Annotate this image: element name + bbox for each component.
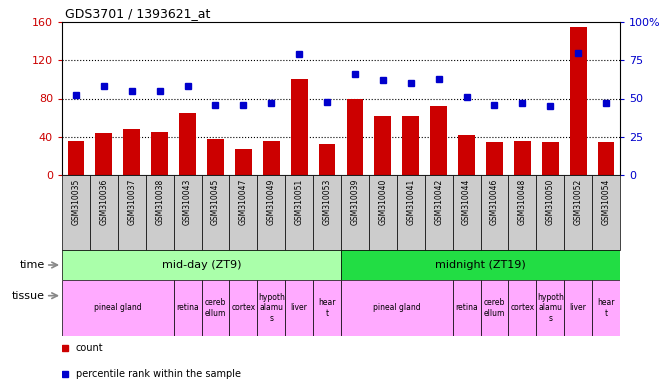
Bar (537, 175, 564, 250)
Text: pineal gland: pineal gland (373, 303, 420, 313)
Bar (151, 132, 168, 175)
Text: hypoth
alamu
s: hypoth alamu s (258, 293, 284, 323)
Bar (341, 250, 620, 280)
Bar (564, 280, 592, 336)
Bar (424, 175, 453, 250)
Text: GSM310040: GSM310040 (378, 179, 387, 225)
Bar (598, 142, 614, 175)
Text: liver: liver (570, 303, 587, 313)
Bar (90, 175, 117, 250)
Bar (486, 142, 503, 175)
Bar (123, 129, 140, 175)
Text: pineal gland: pineal gland (94, 303, 142, 313)
Text: tissue: tissue (12, 291, 45, 301)
Text: GSM310050: GSM310050 (546, 179, 555, 225)
Text: GSM310045: GSM310045 (211, 179, 220, 225)
Text: retina: retina (455, 303, 478, 313)
Text: GSM310047: GSM310047 (239, 179, 248, 225)
Bar (592, 280, 620, 336)
Bar (564, 175, 592, 250)
Bar (67, 141, 84, 175)
Text: GSM310054: GSM310054 (601, 179, 610, 225)
Text: GSM310042: GSM310042 (434, 179, 443, 225)
Bar (235, 149, 251, 175)
Bar (453, 175, 480, 250)
Bar (430, 106, 447, 175)
Bar (201, 280, 230, 336)
Text: GSM310046: GSM310046 (490, 179, 499, 225)
Text: GDS3701 / 1393621_at: GDS3701 / 1393621_at (65, 7, 211, 20)
Bar (458, 135, 475, 175)
Text: GSM310052: GSM310052 (574, 179, 583, 225)
Bar (230, 280, 257, 336)
Text: cereb
ellum: cereb ellum (484, 298, 505, 318)
Text: GSM310035: GSM310035 (71, 179, 81, 225)
Text: hear
t: hear t (597, 298, 615, 318)
Bar (313, 175, 341, 250)
Bar (480, 280, 508, 336)
Text: GSM310036: GSM310036 (100, 179, 108, 225)
Bar (508, 280, 537, 336)
Text: GSM310041: GSM310041 (407, 179, 415, 225)
Bar (514, 141, 531, 175)
Text: GSM310051: GSM310051 (294, 179, 304, 225)
Bar (146, 175, 174, 250)
Text: GSM310043: GSM310043 (183, 179, 192, 225)
Bar (62, 280, 174, 336)
Bar (374, 116, 391, 175)
Text: percentile rank within the sample: percentile rank within the sample (76, 369, 241, 379)
Bar (117, 175, 146, 250)
Bar (174, 175, 201, 250)
Bar (230, 175, 257, 250)
Bar (508, 175, 537, 250)
Text: hear
t: hear t (318, 298, 336, 318)
Bar (592, 175, 620, 250)
Bar (403, 116, 419, 175)
Text: mid-day (ZT9): mid-day (ZT9) (162, 260, 242, 270)
Bar (257, 175, 285, 250)
Bar (285, 175, 313, 250)
Text: midnight (ZT19): midnight (ZT19) (435, 260, 526, 270)
Bar (341, 175, 369, 250)
Text: GSM310037: GSM310037 (127, 179, 136, 225)
Text: GSM310053: GSM310053 (323, 179, 331, 225)
Bar (480, 175, 508, 250)
Bar (397, 175, 424, 250)
Bar (453, 280, 480, 336)
Bar (62, 250, 341, 280)
Text: GSM310048: GSM310048 (518, 179, 527, 225)
Bar (319, 144, 335, 175)
Bar (542, 142, 558, 175)
Text: liver: liver (290, 303, 308, 313)
Text: GSM310039: GSM310039 (350, 179, 360, 225)
Text: hypoth
alamu
s: hypoth alamu s (537, 293, 564, 323)
Text: cortex: cortex (231, 303, 255, 313)
Bar (341, 280, 453, 336)
Text: GSM310049: GSM310049 (267, 179, 276, 225)
Text: time: time (19, 260, 45, 270)
Bar (207, 139, 224, 175)
Bar (179, 113, 196, 175)
Bar (369, 175, 397, 250)
Text: GSM310038: GSM310038 (155, 179, 164, 225)
Bar (537, 280, 564, 336)
Bar (201, 175, 230, 250)
Text: count: count (76, 343, 104, 353)
Bar (257, 280, 285, 336)
Bar (263, 141, 280, 175)
Bar (62, 175, 90, 250)
Bar (174, 280, 201, 336)
Bar (96, 133, 112, 175)
Text: retina: retina (176, 303, 199, 313)
Text: cereb
ellum: cereb ellum (205, 298, 226, 318)
Text: cortex: cortex (510, 303, 535, 313)
Text: GSM310044: GSM310044 (462, 179, 471, 225)
Bar (570, 27, 587, 175)
Bar (291, 79, 308, 175)
Bar (313, 280, 341, 336)
Bar (346, 99, 363, 175)
Bar (285, 280, 313, 336)
